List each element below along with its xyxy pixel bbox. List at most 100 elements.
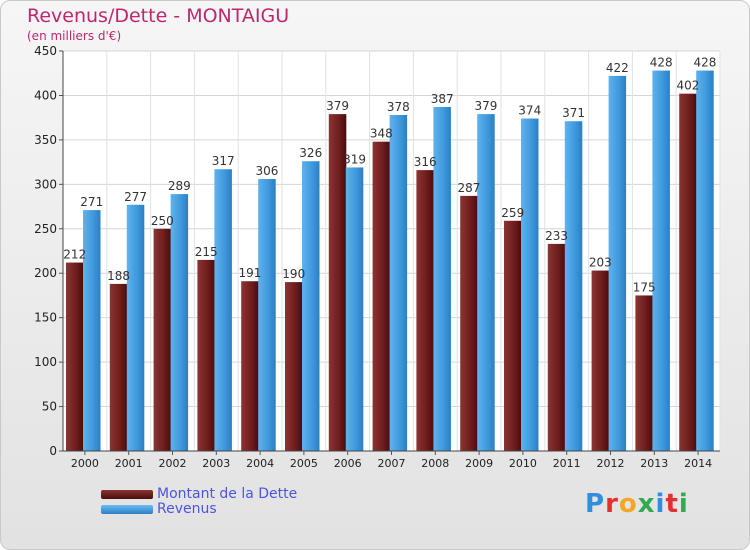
data-label-revenue: 379 — [474, 99, 497, 113]
data-label-debt: 191 — [238, 266, 261, 280]
x-tick-label: 2009 — [465, 457, 493, 470]
proxiti-logo: Proxiti — [585, 489, 689, 519]
bar-revenue — [126, 204, 145, 451]
legend-swatch-debt — [101, 490, 153, 499]
logo-letter: o — [618, 489, 638, 519]
chart-subtitle: (en milliers d'€) — [27, 29, 122, 43]
data-label-debt: 259 — [501, 206, 524, 220]
x-tick-label: 2001 — [115, 457, 143, 470]
data-label-revenue: 289 — [168, 179, 191, 193]
data-label-revenue: 387 — [431, 92, 454, 106]
bar-debt — [679, 93, 697, 452]
bar-revenue — [564, 121, 583, 451]
y-tick-label: 200 — [34, 266, 57, 280]
logo-letter: t — [665, 489, 679, 519]
x-tick-label: 2006 — [334, 457, 362, 470]
bar-debt — [197, 259, 215, 451]
data-label-revenue: 326 — [299, 146, 322, 160]
bar-debt — [153, 228, 172, 451]
bar-debt — [416, 170, 434, 451]
bar-debt — [547, 243, 566, 451]
y-tick-label: 50 — [42, 400, 57, 414]
bar-debt — [66, 262, 84, 451]
y-tick-label: 300 — [34, 177, 57, 191]
x-tick-label: 2012 — [597, 457, 625, 470]
data-label-debt: 348 — [370, 127, 393, 141]
x-tick-label: 2007 — [378, 457, 406, 470]
bar-revenue — [345, 167, 364, 451]
x-tick-label: 2011 — [553, 457, 581, 470]
data-label-revenue: 317 — [212, 154, 235, 168]
data-label-revenue: 428 — [650, 56, 673, 70]
bar-revenue — [170, 194, 189, 451]
data-label-revenue: 271 — [80, 195, 103, 209]
data-label-debt: 188 — [107, 269, 130, 283]
data-label-debt: 175 — [633, 280, 656, 294]
chart-title: Revenus/Dette - MONTAIGU — [27, 5, 290, 27]
y-tick-label: 350 — [34, 133, 57, 147]
y-tick-label: 450 — [34, 44, 57, 58]
x-tick-label: 2010 — [509, 457, 537, 470]
data-label-debt: 190 — [282, 267, 305, 281]
x-tick-label: 2004 — [246, 457, 274, 470]
data-label-debt: 250 — [151, 214, 174, 228]
data-label-debt: 316 — [414, 155, 437, 169]
x-tick-label: 2003 — [202, 457, 230, 470]
bar-revenue — [214, 169, 232, 451]
bar-debt — [372, 141, 391, 451]
x-tick-label: 2005 — [290, 457, 318, 470]
bar-debt — [504, 220, 522, 451]
legend-swatch-revenue — [101, 505, 153, 514]
y-tick-label: 400 — [34, 88, 57, 102]
labels-layer: 212 188 250 215 191 190 379 348 316 287 259 233 203 1… — [63, 56, 716, 295]
x-tick-label: 2014 — [684, 457, 712, 470]
bar-revenue — [652, 70, 670, 452]
data-label-debt: 212 — [63, 248, 86, 262]
x-tick-label: 2000 — [71, 457, 99, 470]
bar-revenue — [608, 75, 627, 451]
data-label-debt: 203 — [589, 256, 612, 270]
x-tick-label: 2008 — [421, 457, 449, 470]
axis-layer: 0 50 100 150 200 250 300 350 400 450 2000 2001 2002 2… — [34, 44, 720, 470]
bar-debt — [328, 114, 347, 451]
bar-revenue — [258, 179, 276, 451]
data-label-revenue: 422 — [606, 61, 629, 75]
x-tick-label: 2002 — [159, 457, 187, 470]
bar-revenue — [83, 210, 101, 451]
data-label-revenue: 378 — [387, 100, 410, 114]
bar-revenue — [302, 161, 320, 451]
bar-revenue — [433, 107, 451, 451]
data-label-debt: 215 — [195, 245, 218, 259]
bar-debt — [460, 195, 478, 451]
bar-debt — [285, 282, 303, 451]
data-label-revenue: 374 — [518, 104, 541, 118]
data-label-revenue: 277 — [124, 190, 147, 204]
bar-debt — [241, 281, 259, 451]
logo-letter: i — [655, 489, 666, 519]
y-tick-label: 100 — [34, 355, 57, 369]
data-label-debt: 402 — [676, 79, 699, 93]
data-label-revenue: 428 — [693, 56, 716, 70]
bars-layer — [66, 70, 714, 452]
bar-revenue — [477, 114, 495, 451]
bar-revenue — [389, 115, 408, 451]
y-tick-label: 150 — [34, 311, 57, 325]
logo-letter: i — [678, 489, 689, 519]
y-tick-label: 250 — [34, 222, 57, 236]
bar-debt — [109, 283, 128, 451]
bar-revenue — [521, 118, 539, 452]
logo-letter: x — [637, 489, 656, 519]
legend-label-debt: Montant de la Dette — [157, 486, 298, 502]
logo-letter: P — [585, 489, 606, 519]
bar-debt — [635, 295, 653, 451]
data-label-revenue: 371 — [562, 106, 585, 120]
bar-debt — [591, 270, 610, 451]
data-label-revenue: 306 — [255, 164, 278, 178]
data-label-revenue: 319 — [343, 152, 366, 166]
x-tick-label: 2013 — [640, 457, 668, 470]
data-label-debt: 287 — [457, 181, 480, 195]
logo-letter: r — [605, 489, 619, 519]
y-tick-label: 0 — [49, 444, 57, 458]
